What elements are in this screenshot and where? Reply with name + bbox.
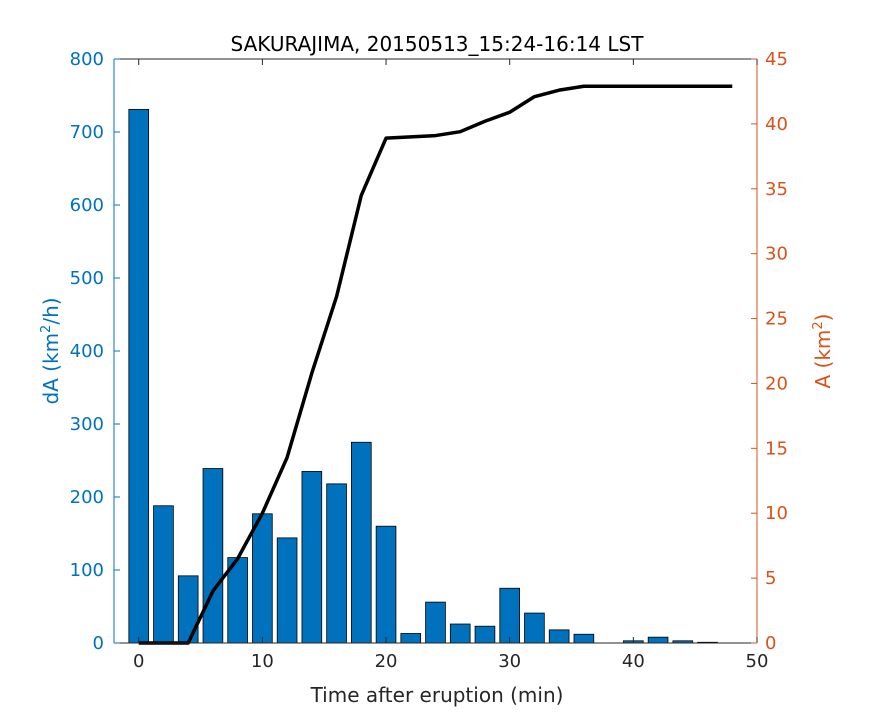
bar-22: [400, 633, 422, 644]
y-left-label-sup: 2: [39, 325, 54, 333]
line-layer: [138, 84, 733, 645]
y-left-tick-label-500: 500: [70, 268, 104, 289]
y-right-label-base: A (km: [811, 330, 835, 389]
bar-12: [276, 537, 298, 644]
y-axis-left-label: dA (km2/h): [39, 297, 63, 404]
bar-30: [499, 587, 520, 644]
y-right-tick-label-30: 30: [765, 244, 788, 265]
y-left-tick-label-700: 700: [70, 122, 104, 143]
x-tick-label-10: 10: [251, 651, 274, 672]
bar-16: [326, 483, 347, 644]
x-axis-label: Time after eruption (min): [310, 683, 564, 707]
y-left-tick-label-100: 100: [70, 560, 104, 581]
bar-10: [252, 513, 273, 644]
bar-34: [548, 629, 570, 644]
y-right-tick-label-35: 35: [765, 179, 788, 200]
y-axis-right-label: A (km2): [811, 314, 835, 389]
axes-layer: 0 10 20 30 40 5001002003004005006007008000510…: [70, 49, 788, 672]
bar-26: [449, 623, 471, 644]
bar-24: [425, 601, 446, 644]
y-left-tick-label-300: 300: [70, 414, 104, 435]
x-tick-label-20: 20: [375, 651, 398, 672]
y-right-tick-label-5: 5: [765, 568, 776, 589]
chart-title: SAKURAJIMA, 20150513_15:24-16:14 LST: [231, 32, 645, 56]
y-right-tick-label-45: 45: [765, 49, 788, 70]
y-left-tick-label-800: 800: [70, 49, 104, 70]
y-right-label-sup: 2: [811, 321, 826, 329]
bar-14: [301, 471, 323, 644]
bars-layer: [128, 108, 718, 644]
y-left-tick-label-0: 0: [93, 633, 104, 654]
bar-4: [177, 575, 199, 644]
x-tick-label-30: 30: [498, 651, 521, 672]
x-tick-label-0: 0: [133, 651, 144, 672]
y-right-tick-label-25: 25: [765, 309, 788, 330]
bar-28: [474, 625, 496, 644]
y-left-tick-label-600: 600: [70, 195, 104, 216]
y-left-label-tail: /h): [39, 297, 63, 324]
bar-2: [153, 505, 174, 644]
y-right-tick-label-15: 15: [765, 438, 788, 459]
y-left-tick-label-400: 400: [70, 341, 104, 362]
y-right-tick-label-10: 10: [765, 503, 788, 524]
labels-layer: SAKURAJIMA, 20150513_15:24-16:14 LST Tim…: [39, 32, 835, 707]
bar-36: [573, 633, 595, 644]
bar-18: [351, 441, 372, 644]
x-tick-label-40: 40: [622, 651, 645, 672]
bar-32: [524, 612, 545, 644]
cumulative-area-line: [138, 84, 733, 645]
y-left-label-base: dA (km: [39, 333, 63, 405]
bar-20: [375, 525, 397, 644]
y-left-tick-label-200: 200: [70, 487, 104, 508]
y-right-tick-label-40: 40: [765, 114, 788, 135]
bar-0: [128, 108, 150, 644]
bar-42: [647, 636, 669, 644]
y-right-tick-label-20: 20: [765, 373, 788, 394]
y-right-label-tail: ): [811, 314, 835, 322]
x-tick-label-50: 50: [746, 651, 769, 672]
y-right-tick-label-0: 0: [765, 633, 776, 654]
bar-6: [202, 468, 224, 644]
